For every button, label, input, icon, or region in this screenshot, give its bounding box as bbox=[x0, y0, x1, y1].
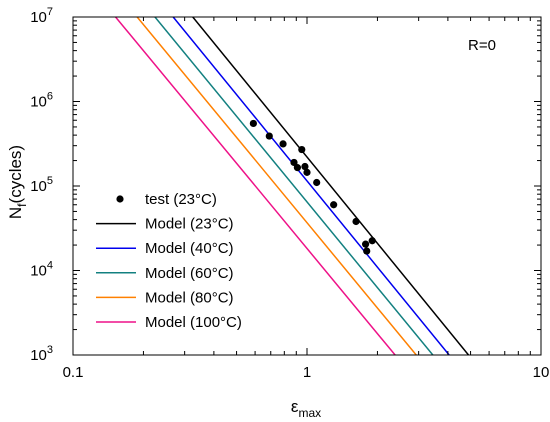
x-tick-label: 10 bbox=[533, 364, 550, 381]
x-tick-label: 1 bbox=[303, 364, 311, 381]
y-axis-label-rest: (cycles) bbox=[6, 145, 25, 204]
x-axis-label-main: ε bbox=[291, 397, 299, 416]
test-points bbox=[249, 119, 376, 255]
model-line-1 bbox=[192, 17, 470, 355]
test-point bbox=[361, 240, 370, 248]
model-line-2 bbox=[172, 17, 450, 355]
x-axis-label: εmax bbox=[291, 397, 321, 420]
model-line-3 bbox=[154, 17, 434, 355]
legend: test (23°C) Model (23°C) Model (40°C) Model… bbox=[96, 191, 242, 331]
test-point bbox=[293, 164, 302, 172]
test-point bbox=[330, 201, 338, 209]
test-point bbox=[298, 145, 306, 154]
y-tick-label: 106 bbox=[30, 91, 53, 111]
test-point bbox=[249, 119, 257, 128]
x-axis-label-sub: max bbox=[298, 406, 321, 420]
test-point bbox=[363, 247, 371, 255]
y-tick-label: 105 bbox=[30, 175, 53, 195]
test-point bbox=[313, 178, 321, 187]
y-tick-label: 107 bbox=[30, 6, 53, 26]
legend-label: Model (40°C) bbox=[145, 240, 234, 257]
legend-label: test (23°C) bbox=[145, 191, 217, 208]
y-tick-label: 104 bbox=[30, 260, 53, 280]
legend-label: Model (23°C) bbox=[145, 216, 234, 233]
y-axis-label-sub: f bbox=[15, 203, 29, 207]
r-ratio-annotation: R=0 bbox=[468, 37, 496, 54]
y-tick-label: 103 bbox=[30, 344, 53, 364]
test-point bbox=[265, 132, 273, 140]
test-point bbox=[279, 140, 287, 148]
model-lines bbox=[114, 17, 470, 355]
legend-label: Model (100°C) bbox=[145, 314, 242, 331]
plot-frame bbox=[72, 16, 542, 356]
legend-label: Model (80°C) bbox=[145, 289, 234, 306]
legend-marker-test bbox=[116, 195, 124, 203]
legend-label: Model (60°C) bbox=[145, 265, 234, 282]
model-line-5 bbox=[114, 17, 396, 355]
y-axis-label-main: N bbox=[6, 207, 25, 219]
test-point bbox=[301, 162, 309, 171]
test-point bbox=[290, 158, 298, 167]
tick-labels: 0.1 1 10 103 104 105 106 107 bbox=[30, 6, 549, 381]
y-axis-label: Nf(cycles) bbox=[6, 145, 29, 219]
model-line-4 bbox=[136, 17, 417, 355]
test-point bbox=[352, 217, 360, 226]
x-tick-label: 0.1 bbox=[63, 364, 84, 381]
test-point bbox=[303, 168, 311, 176]
axis-ticks bbox=[72, 16, 542, 356]
test-point bbox=[368, 237, 376, 245]
